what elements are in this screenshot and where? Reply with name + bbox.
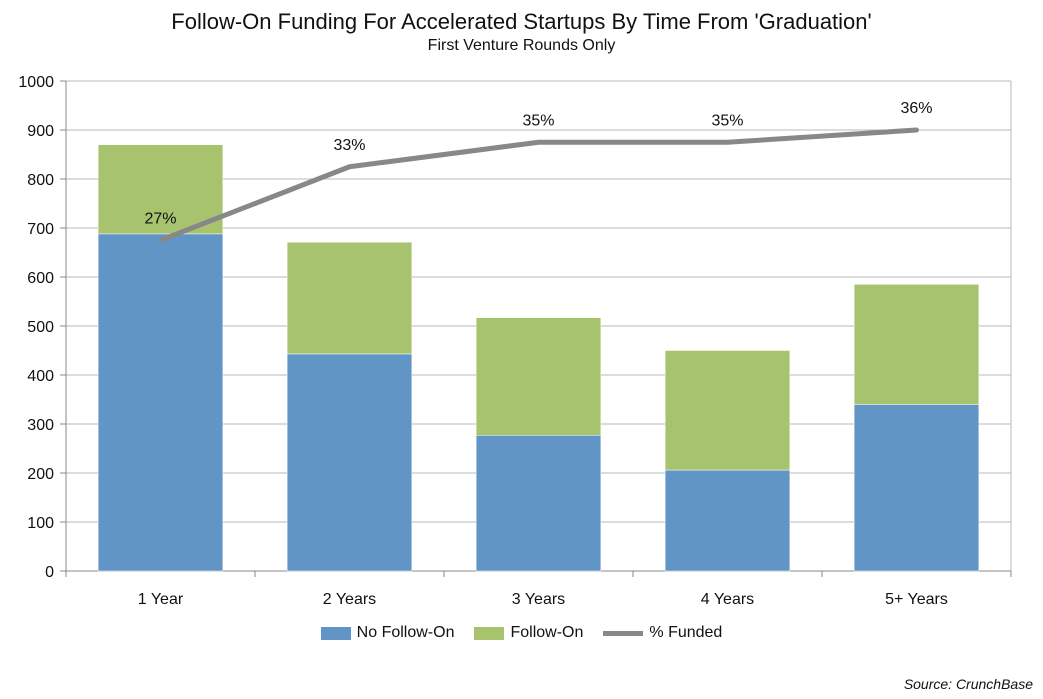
x-tick-label-0: 1 Year — [138, 591, 184, 608]
bar-follow-on-3 — [664, 350, 791, 471]
bar-no-follow-on-0 — [97, 233, 224, 572]
line-percent-funded — [158, 127, 919, 243]
x-tick-label-2: 3 Years — [512, 591, 565, 608]
x-tick-label-3: 4 Years — [701, 591, 754, 608]
y-tick-label-700: 700 — [27, 221, 54, 238]
bar-follow-on-2 — [475, 317, 602, 436]
chart-legend: No Follow-On Follow-On % Funded — [0, 624, 1043, 642]
y-tick-label-0: 0 — [45, 564, 54, 581]
legend-swatch-no-follow-on — [320, 626, 351, 640]
y-tick-label-1000: 1000 — [18, 74, 54, 91]
x-tick-label-4: 5+ Years — [885, 591, 948, 608]
y-tick-label-400: 400 — [27, 368, 54, 385]
legend-line-percent-funded — [603, 630, 644, 636]
data-label-percent-funded-4: 36% — [900, 100, 932, 117]
chart-title: Follow-On Funding For Accelerated Startu… — [171, 9, 872, 34]
legend-item-no-follow-on: No Follow-On — [320, 624, 455, 642]
legend-label-no-follow-on: No Follow-On — [356, 624, 455, 641]
y-tick-label-800: 800 — [27, 172, 54, 189]
legend-label-follow-on: Follow-On — [510, 624, 584, 641]
x-tick-label-1: 2 Years — [323, 591, 376, 608]
data-label-percent-funded-2: 35% — [522, 112, 554, 129]
data-label-percent-funded-3: 35% — [711, 112, 743, 129]
bar-no-follow-on-2 — [475, 435, 602, 572]
legend-item-follow-on: Follow-On — [474, 624, 583, 642]
bar-follow-on-1 — [286, 241, 413, 355]
bar-follow-on-0 — [97, 144, 224, 235]
bar-no-follow-on-3 — [664, 469, 791, 572]
data-label-percent-funded-1: 33% — [333, 137, 365, 154]
y-tick-label-300: 300 — [27, 417, 54, 434]
legend-swatch-follow-on — [474, 626, 505, 640]
y-tick-label-100: 100 — [27, 515, 54, 532]
source-note: Source: CrunchBase — [903, 676, 1033, 692]
bar-no-follow-on-1 — [286, 353, 413, 572]
chart-subtitle: First Venture Rounds Only — [427, 37, 616, 54]
bar-follow-on-4 — [853, 284, 980, 405]
data-label-percent-funded-0: 27% — [144, 210, 176, 227]
y-tick-label-200: 200 — [27, 466, 54, 483]
legend-item-percent-funded: % Funded — [603, 624, 722, 642]
y-tick-label-500: 500 — [27, 319, 54, 336]
y-tick-label-900: 900 — [27, 123, 54, 140]
y-tick-label-600: 600 — [27, 270, 54, 287]
bar-no-follow-on-4 — [853, 404, 980, 572]
legend-label-percent-funded: % Funded — [649, 624, 723, 641]
